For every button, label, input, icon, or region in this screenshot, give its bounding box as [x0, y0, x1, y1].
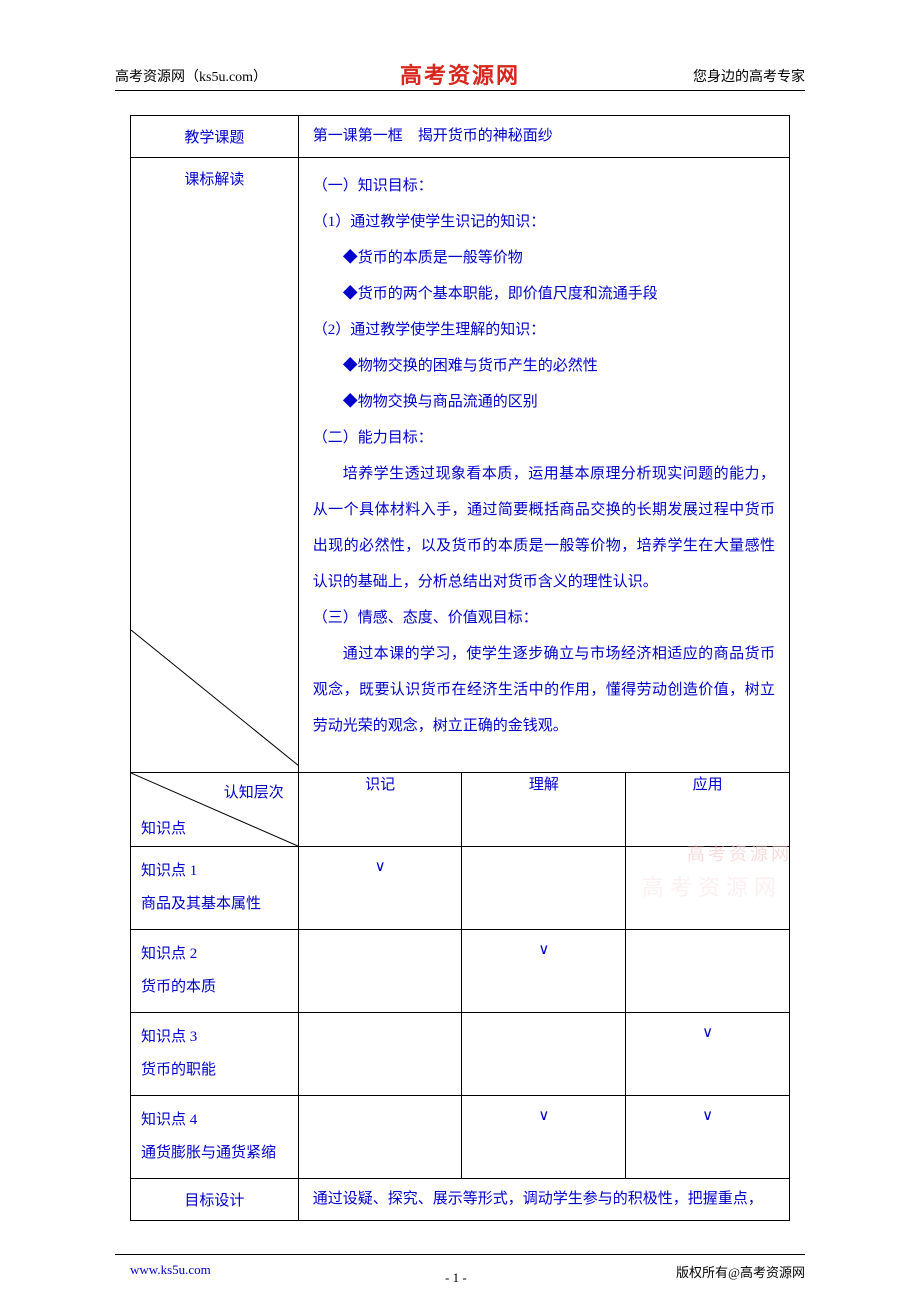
grid-row-2: 知识点 2 货币的本质 ∨: [131, 930, 790, 1013]
sec3-title: （三）情感、态度、价值观目标：: [313, 600, 775, 636]
sec1-a: （1）通过教学使学生识记的知识：: [313, 204, 775, 240]
header-left-text: 高考资源网（ks5u.com）: [115, 66, 267, 86]
sec2-title: （二）能力目标：: [313, 420, 775, 456]
sec1-title: （一）知识目标：: [313, 168, 775, 204]
check-mark: ∨: [702, 1024, 713, 1041]
grid-col1-header: 识记: [298, 773, 462, 847]
watermark-text-1: 高考资源网: [687, 840, 792, 866]
kp1-c1: ∨: [298, 847, 462, 930]
lesson-table: 教学课题 第一课第一框 揭开货币的神秘面纱 课标解读 （一）知识目标： （1）通…: [130, 115, 790, 1221]
check-mark: ∨: [538, 1107, 549, 1124]
header-right-text: 您身边的高考专家: [693, 66, 805, 86]
diag-top-label: 认知层次: [224, 781, 284, 802]
kp3-c2: [462, 1013, 626, 1096]
grid-row-4: 知识点 4 通货膨胀与通货紧缩 ∨ ∨: [131, 1096, 790, 1179]
grid-col3-header: 应用: [626, 773, 790, 847]
watermark-text-2: 高考资源网: [642, 870, 782, 902]
label-diagonal-line: [131, 158, 299, 766]
check-mark: ∨: [702, 1107, 713, 1124]
kp3-label: 知识点 3 货币的职能: [131, 1013, 299, 1096]
sec1-a2: ◆货币的两个基本职能，即价值尺度和流通手段: [313, 276, 775, 312]
kp2-c2: ∨: [462, 930, 626, 1013]
kp1-a: 知识点 1: [141, 855, 288, 888]
footer-divider: [115, 1254, 805, 1255]
sec2-para: 培养学生透过现象看本质，运用基本原理分析现实问题的能力，从一个具体材料入手，通过…: [313, 456, 775, 600]
standard-content-cell: （一）知识目标： （1）通过教学使学生识记的知识： ◆货币的本质是一般等价物 ◆…: [298, 158, 789, 773]
kp4-c1: [298, 1096, 462, 1179]
kp2-label: 知识点 2 货币的本质: [131, 930, 299, 1013]
kp2-c1: [298, 930, 462, 1013]
sec1-b: （2）通过教学使学生理解的知识：: [313, 312, 775, 348]
topic-value: 第一课第一框 揭开货币的神秘面纱: [313, 128, 553, 144]
kp3-c3: ∨: [626, 1013, 790, 1096]
design-value-cell: 通过设疑、探究、展示等形式，调动学生参与的积极性，把握重点，: [298, 1179, 789, 1221]
spacer: [313, 744, 775, 762]
kp1-label: 知识点 1 商品及其基本属性: [131, 847, 299, 930]
check-mark: ∨: [538, 941, 549, 958]
kp1-b: 商品及其基本属性: [141, 888, 288, 921]
kp2-b: 货币的本质: [141, 971, 288, 1004]
kp4-label: 知识点 4 通货膨胀与通货紧缩: [131, 1096, 299, 1179]
grid-row-3: 知识点 3 货币的职能 ∨: [131, 1013, 790, 1096]
standard-label-cell: 课标解读: [131, 158, 299, 773]
sec3-para: 通过本课的学习，使学生逐步确立与市场经济相适应的商品货币观念，既要认识货币在经济…: [313, 636, 775, 744]
kp3-b: 货币的职能: [141, 1054, 288, 1087]
kp3-c1: [298, 1013, 462, 1096]
kp4-c3: ∨: [626, 1096, 790, 1179]
standard-label: 课标解读: [184, 172, 244, 188]
check-mark: ∨: [375, 858, 386, 875]
header-brand: 高考资源网: [400, 58, 520, 90]
kp2-a: 知识点 2: [141, 938, 288, 971]
footer-url: www.ks5u.com: [130, 1262, 211, 1278]
page-header: 高考资源网（ks5u.com） 高考资源网 您身边的高考专家: [0, 58, 920, 98]
kp4-b: 通货膨胀与通货紧缩: [141, 1137, 288, 1170]
kp4-c2: ∨: [462, 1096, 626, 1179]
sec1-a1: ◆货币的本质是一般等价物: [313, 240, 775, 276]
design-label: 目标设计: [184, 1193, 244, 1209]
kp4-a: 知识点 4: [141, 1104, 288, 1137]
design-value: 通过设疑、探究、展示等形式，调动学生参与的积极性，把握重点，: [313, 1191, 763, 1207]
grid-diag-header: 认知层次 知识点: [131, 773, 299, 847]
topic-label-cell: 教学课题: [131, 116, 299, 158]
diag-bottom-label: 知识点: [141, 817, 186, 838]
topic-label: 教学课题: [184, 130, 244, 146]
grid-col2-header: 理解: [462, 773, 626, 847]
header-divider: [115, 90, 805, 91]
design-label-cell: 目标设计: [131, 1179, 299, 1221]
kp3-a: 知识点 3: [141, 1021, 288, 1054]
kp2-c3: [626, 930, 790, 1013]
footer-copyright: 版权所有@高考资源网: [676, 1262, 805, 1281]
sec1-b1: ◆物物交换的困难与货币产生的必然性: [313, 348, 775, 384]
kp1-c2: [462, 847, 626, 930]
sec1-b2: ◆物物交换与商品流通的区别: [313, 384, 775, 420]
page-number: - 1 -: [445, 1270, 467, 1286]
topic-value-cell: 第一课第一框 揭开货币的神秘面纱: [298, 116, 789, 158]
